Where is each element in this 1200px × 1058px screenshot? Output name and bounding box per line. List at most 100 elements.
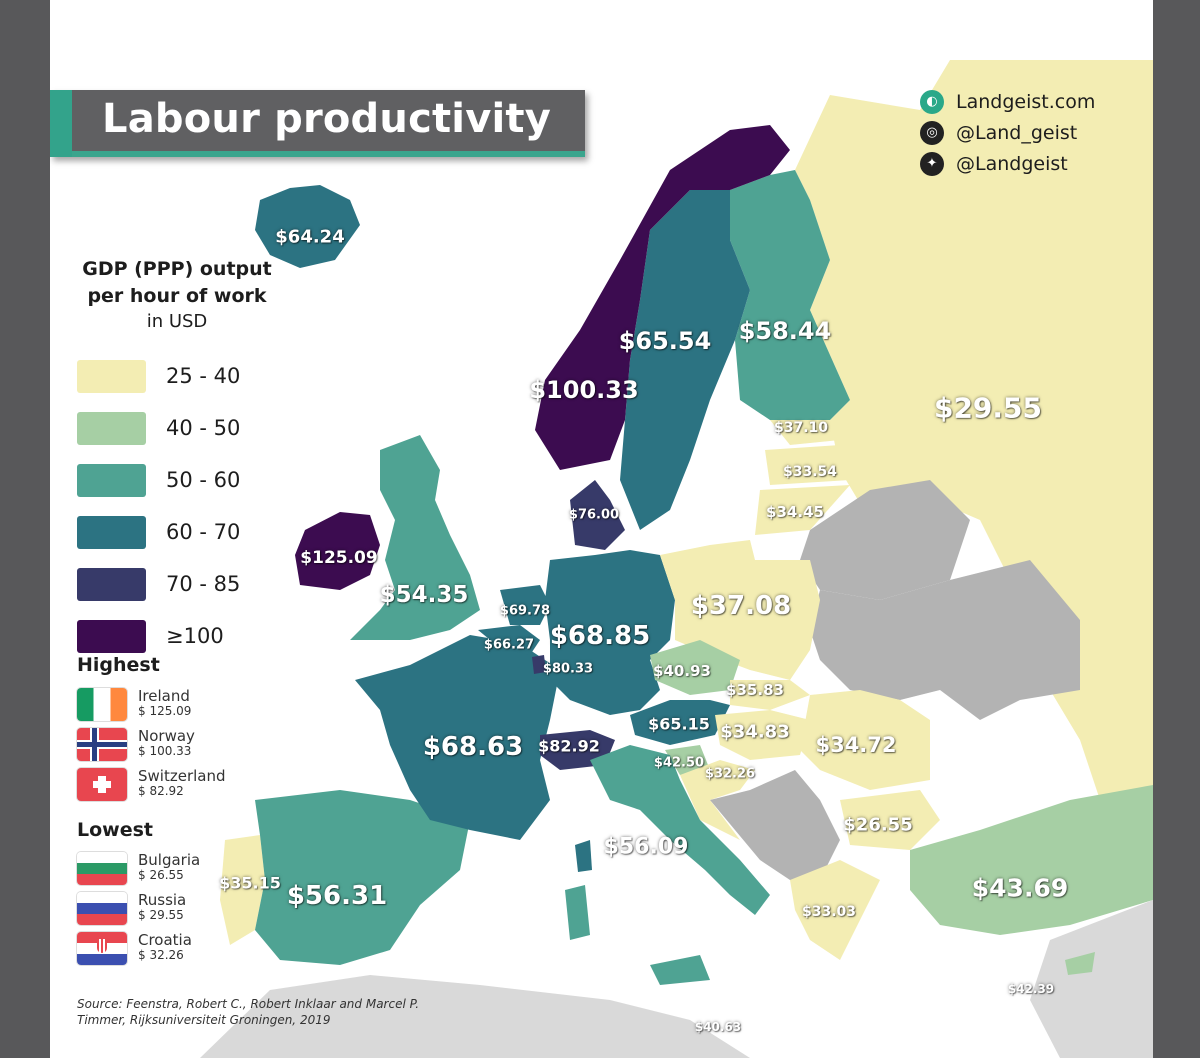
legend-swatch [77,567,146,601]
social-instagram-text: @Land_geist [956,121,1078,144]
legend-label: 25 - 40 [166,364,241,388]
rank-country: Switzerland [138,767,226,785]
region-turkey [910,785,1153,935]
rank-country: Bulgaria [138,851,201,869]
value-label-malta: $40.63 [694,1020,742,1034]
value-label-slovenia: $42.50 [653,755,705,771]
region-uk [350,435,480,640]
source-note: Source: Feenstra, Robert C., Robert Inkl… [77,996,497,1028]
value-label-switzerland: $82.92 [538,736,600,756]
rank-value: $ 82.92 [138,784,184,798]
rank-value: $ 125.09 [138,704,192,718]
region-bulgaria [840,790,940,850]
region-belgium [478,625,540,655]
value-label-france: $68.63 [422,732,524,762]
legend-swatch [77,463,146,497]
value-label-austria: $65.15 [648,714,710,734]
region-finland [730,170,850,420]
social-website-text: Landgeist.com [956,90,1096,113]
highest-heading: Highest [77,654,160,676]
rank-item: Norway $ 100.33 [77,728,195,761]
bulgaria-flag-icon [77,852,127,885]
social-instagram[interactable]: ◎ @Land_geist [920,117,1150,148]
region-slovenia [665,745,710,775]
region-norway [535,125,790,470]
value-label-russia: $29.55 [933,391,1043,425]
legend-swatch [77,619,146,653]
legend-item: 25 - 40 [77,350,240,402]
ireland-flag-icon [77,688,127,721]
region-cyprus [1065,952,1095,975]
value-label-poland: $37.08 [690,591,792,621]
region-germany [545,550,675,715]
rank-value: $ 26.55 [138,868,184,882]
value-label-spain: $56.31 [286,881,388,911]
region-belarus [800,480,970,600]
social-twitter[interactable]: ✦ @Landgeist [920,148,1150,179]
social-website[interactable]: ◐ Landgeist.com [920,86,1150,117]
value-label-hungary: $34.83 [720,721,790,743]
legend-item: 70 - 85 [77,558,240,610]
title-underline [72,151,585,157]
source-line1: Source: Feenstra, Robert C., Robert Inkl… [77,997,420,1011]
region-czechia [650,640,740,695]
rank-country: Croatia [138,931,192,949]
region-sardinia [565,885,590,940]
rank-value: $ 32.26 [138,948,184,962]
middle-east-land [1030,900,1153,1058]
region-denmark [570,480,625,550]
social-twitter-text: @Landgeist [956,152,1068,175]
infographic-page: Labour productivity ◐ Landgeist.com ◎ @L… [50,0,1153,1058]
value-label-romania: $34.72 [815,733,897,757]
rank-item: Switzerland $ 82.92 [77,768,226,801]
value-label-latvia: $33.54 [782,464,838,480]
legend-title-line2: per hour of work [87,285,267,307]
social-links: ◐ Landgeist.com ◎ @Land_geist ✦ @Landgei… [920,86,1150,179]
value-label-denmark: $76.00 [568,507,620,523]
region-latvia [765,445,850,485]
value-label-luxembourg: $80.33 [542,661,594,677]
region-iceland [255,185,360,268]
switzerland-flag-icon [77,768,127,801]
region-lithuania [755,485,850,535]
norway-flag-icon [77,728,127,761]
legend-item: 50 - 60 [77,454,240,506]
rank-value: $ 100.33 [138,744,192,758]
region-corsica [575,840,592,872]
value-label-sweden: $65.54 [618,327,712,355]
region-greece [790,860,880,960]
value-label-bulgaria: $26.55 [843,814,913,836]
value-label-slovakia: $35.83 [726,681,784,699]
title-accent [50,90,72,157]
legend-title: GDP (PPP) output per hour of work [62,256,292,310]
legend-label: 40 - 50 [166,416,241,440]
europe-map [200,60,1153,1058]
region-romania [800,690,930,790]
region-sicily [650,955,710,985]
value-label-norway: $100.33 [529,376,639,404]
rank-item: Ireland $ 125.09 [77,688,191,721]
region-austria [630,700,730,745]
legend-swatch [77,359,146,393]
rank-country: Russia [138,891,187,909]
value-label-iceland: $64.24 [275,226,345,248]
rank-item: Russia $ 29.55 [77,892,186,925]
value-label-czechia: $40.93 [653,662,711,680]
value-label-croatia: $32.26 [704,766,756,782]
russia-flag-icon [77,892,127,925]
legend-item: 60 - 70 [77,506,240,558]
instagram-icon: ◎ [920,120,944,145]
legend-swatch [77,515,146,549]
region-portugal [220,835,265,945]
value-label-ireland: $125.09 [300,548,378,568]
legend-label: 50 - 60 [166,468,241,492]
region-balkans [710,770,840,880]
rank-item: Croatia $ 32.26 [77,932,192,965]
rank-item: Bulgaria $ 26.55 [77,852,200,885]
legend-item: ≥100 [77,610,240,662]
value-label-lithuania: $34.45 [766,503,824,521]
value-label-netherlands: $69.78 [499,603,551,619]
region-italy [590,745,770,915]
region-spain [255,790,470,965]
rank-country: Ireland [138,687,190,705]
